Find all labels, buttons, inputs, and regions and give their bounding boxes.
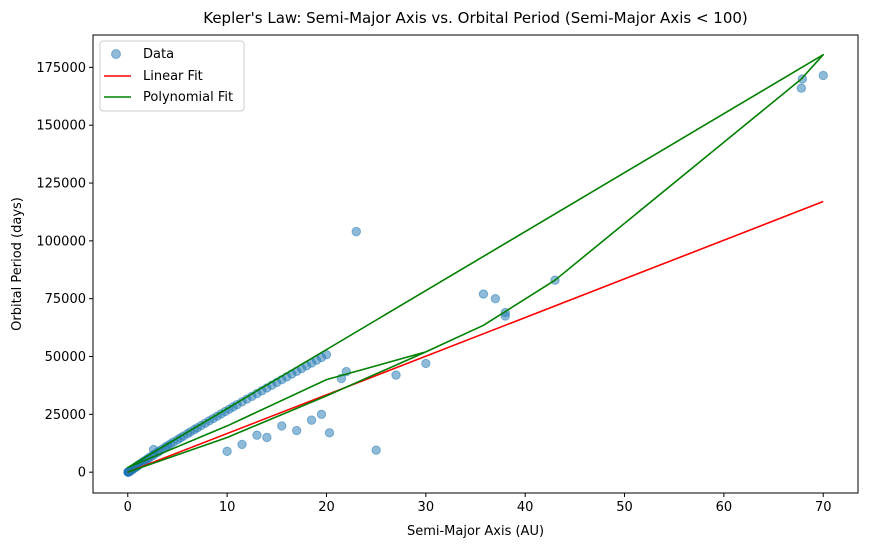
y-axis-label: Orbital Period (days)	[10, 197, 25, 331]
x-tick-label: 70	[815, 500, 832, 515]
y-tick-label: 175000	[36, 61, 86, 76]
data-point	[818, 70, 828, 81]
data-point	[391, 370, 401, 380]
data-point	[478, 289, 489, 299]
y-tick-label: 0	[78, 466, 86, 481]
data-point	[252, 430, 262, 440]
y-tick-label: 100000	[36, 234, 86, 249]
fit-lines	[126, 53, 825, 473]
data-point	[351, 226, 361, 237]
legend-marker-data	[111, 49, 121, 59]
axis-ticks: 0 10 20 30 40 50 60 70 0 25000 50000 75000 100000 125…	[36, 61, 831, 515]
plot-frame	[92, 34, 859, 494]
data-point	[237, 439, 247, 450]
y-tick-label: 150000	[36, 119, 86, 134]
data-points	[123, 70, 828, 477]
x-tick-label: 10	[219, 500, 236, 515]
y-tick-label: 75000	[45, 292, 86, 307]
y-tick-label: 50000	[45, 350, 86, 365]
linear-fit-line	[127, 200, 824, 473]
legend-box	[99, 40, 245, 112]
data-point	[796, 83, 807, 93]
x-axis-label: Semi-Major Axis (AU)	[407, 524, 544, 539]
data-point	[262, 432, 272, 443]
data-point	[371, 445, 381, 455]
legend-label-poly: Polynomial Fit	[143, 90, 233, 105]
data-point	[316, 409, 327, 420]
data-point	[421, 358, 431, 369]
chart-title: Kepler's Law: Semi-Major Axis vs. Orbita…	[203, 9, 748, 27]
data-point	[490, 293, 501, 304]
legend-label-data: Data	[143, 47, 174, 62]
y-tick-label: 25000	[45, 408, 86, 423]
x-tick-label: 30	[418, 500, 435, 515]
polynomial-fit-line	[126, 53, 825, 473]
x-tick-label: 20	[318, 500, 335, 515]
x-tick-label: 60	[716, 500, 733, 515]
data-point	[277, 421, 287, 431]
legend: Data Linear Fit Polynomial Fit	[99, 40, 245, 112]
data-point	[324, 428, 335, 438]
data-point	[306, 415, 317, 425]
x-tick-label: 0	[124, 500, 132, 515]
legend-label-linear: Linear Fit	[143, 69, 203, 84]
data-point	[222, 446, 232, 457]
x-tick-label: 50	[616, 500, 633, 515]
y-tick-label: 125000	[36, 177, 86, 192]
x-tick-label: 40	[517, 500, 534, 515]
data-point	[291, 425, 302, 436]
